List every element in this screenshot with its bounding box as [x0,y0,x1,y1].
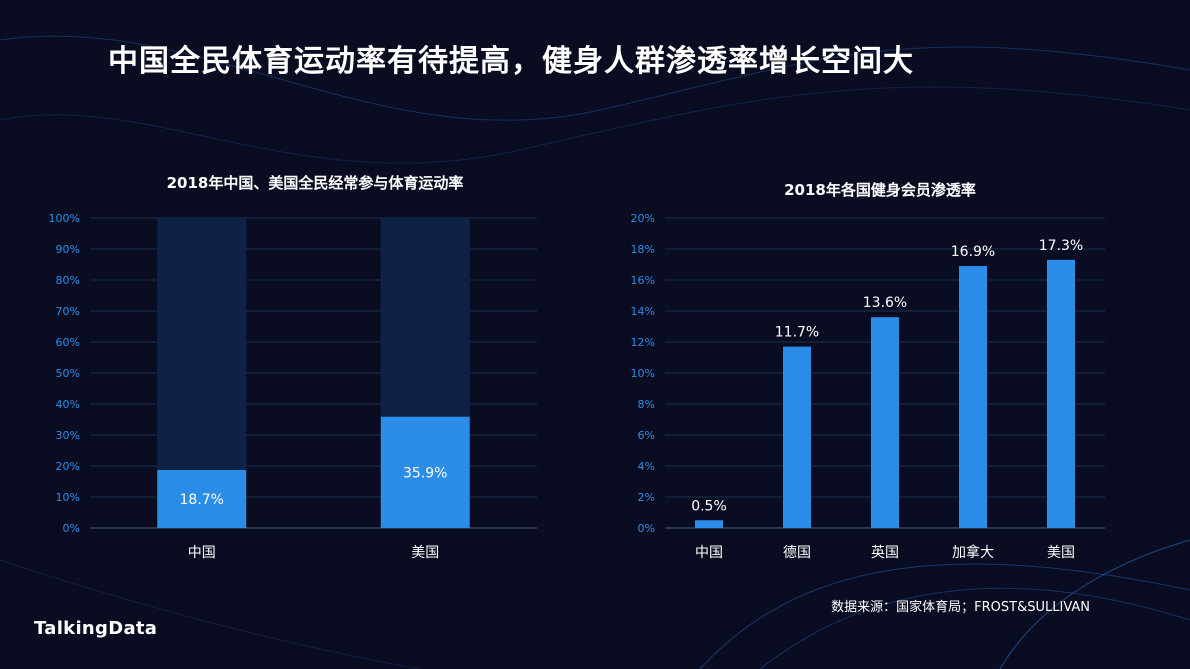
data-source: 数据来源：国家体育局；FROST&SULLIVAN [831,600,1090,615]
chart-2-y-tick-label: 2% [638,491,655,504]
chart-2-data-label: 17.3% [1039,238,1083,254]
chart-1-y-tick-label: 80% [56,274,80,287]
chart-1-y-tick-label: 70% [56,305,80,318]
chart-1-bar [380,416,470,528]
chart-1-y-tick-label: 30% [56,429,80,442]
chart-2-y-tick-label: 10% [631,367,655,380]
brand-logo: TalkingData [34,618,158,639]
chart-2-y-tick-label: 4% [638,460,655,473]
chart-1-y-tick-label: 100% [49,212,80,225]
chart-1-data-label: 18.7% [180,492,224,508]
chart-2-y-tick-label: 20% [631,212,655,225]
chart-2-y-tick-label: 6% [638,429,655,442]
page-title: 中国全民体育运动率有待提高，健身人群渗透率增长空间大 [108,44,914,79]
chart-2-bar [959,266,987,528]
chart-2-bar [871,317,899,528]
chart-2-data-label: 16.9% [951,244,995,260]
chart-1-y-tick-label: 20% [56,460,80,473]
chart-1-y-tick-label: 90% [56,243,80,256]
chart-2-category-label: 美国 [1047,545,1075,561]
chart-2-category-label: 加拿大 [952,544,994,561]
chart-1-y-tick-label: 40% [56,398,80,411]
chart-2-data-label: 11.7% [775,325,819,341]
chart-2-category-label: 德国 [783,545,811,561]
chart-2-bar [695,520,723,528]
chart-1-y-tick-label: 10% [56,491,80,504]
chart-2-title: 2018年各国健身会员渗透率 [784,181,976,199]
chart-1-title: 2018年中国、美国全民经常参与体育运动率 [166,174,464,192]
chart-2-bar [1047,259,1075,528]
chart-2-y-tick-label: 12% [631,336,655,349]
chart-1-bar-remainder [157,218,247,471]
chart-2-y-tick-label: 0% [638,522,655,535]
chart-2-data-label: 0.5% [691,498,727,514]
chart-2-y-tick-label: 18% [631,243,655,256]
chart-1-category-label: 中国 [188,545,216,561]
chart-1-data-label: 35.9% [403,465,447,481]
chart-1-y-tick-label: 60% [56,336,80,349]
chart-1-y-tick-label: 50% [56,367,80,380]
chart-2-y-tick-label: 14% [631,305,655,318]
chart-2-y-tick-label: 16% [631,274,655,287]
chart-1-y-tick-label: 0% [63,522,80,535]
chart-1-bar-remainder [380,218,470,417]
chart-2-y-tick-label: 8% [638,398,655,411]
chart-2-category-label: 中国 [695,545,723,561]
chart-2-category-label: 英国 [871,544,899,561]
chart-2-bar [783,346,811,528]
chart-1-category-label: 美国 [411,545,439,561]
chart-2-data-label: 13.6% [863,295,907,311]
chart-1-bar [157,470,247,528]
